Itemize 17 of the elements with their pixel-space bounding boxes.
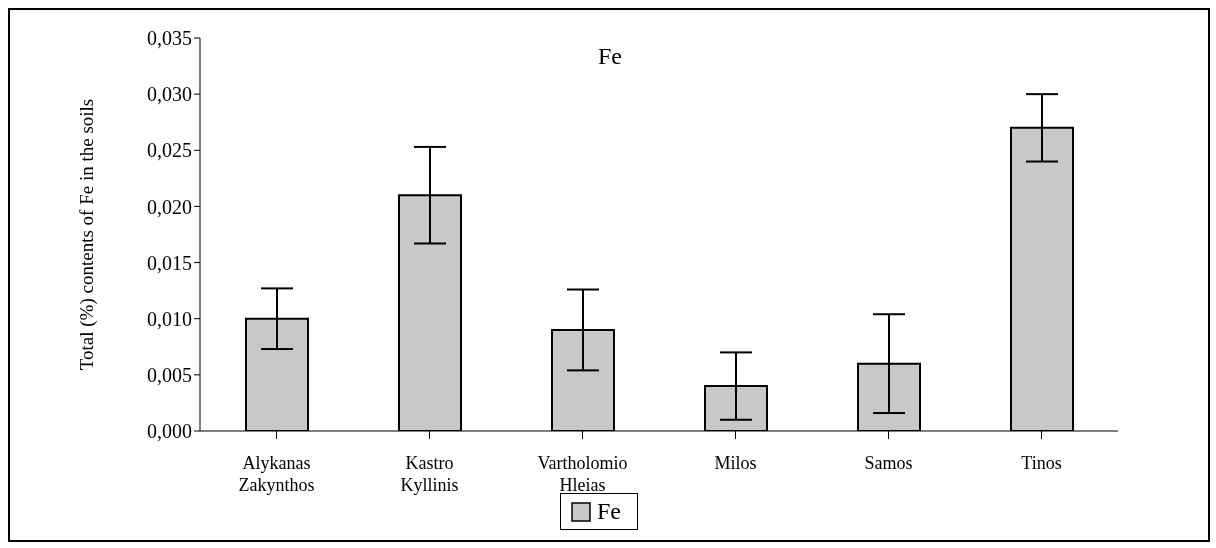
- legend-label: Fe: [596, 498, 621, 525]
- x-tick-label: Milos: [714, 453, 757, 473]
- y-tick-label: 0,025: [147, 139, 192, 162]
- y-tick-label: 0,030: [147, 83, 192, 106]
- y-axis-title: Total (%) contents of Fe in the soils: [75, 98, 98, 371]
- y-tick-label: 0,000: [147, 420, 192, 443]
- y-tick-label: 0,015: [147, 251, 192, 274]
- x-tick-label: Samos: [864, 453, 913, 473]
- y-tick-label: 0,005: [147, 363, 192, 386]
- y-tick-label: 0,010: [147, 307, 192, 330]
- chart-title: Fe: [598, 43, 622, 69]
- x-tick-label: Vartholomio Hleias: [537, 453, 628, 495]
- y-tick-label: 0,035: [147, 27, 192, 50]
- y-tick-label: 0,020: [147, 195, 192, 218]
- x-tick-label: Kastro Kyllinis: [400, 453, 459, 495]
- x-tick-label: Alykanas Zakynthos: [238, 453, 315, 495]
- x-tick-label: Tinos: [1021, 453, 1062, 473]
